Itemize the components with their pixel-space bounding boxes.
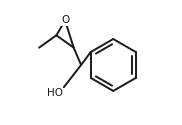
Text: HO: HO [47,88,63,98]
Text: O: O [61,15,69,25]
